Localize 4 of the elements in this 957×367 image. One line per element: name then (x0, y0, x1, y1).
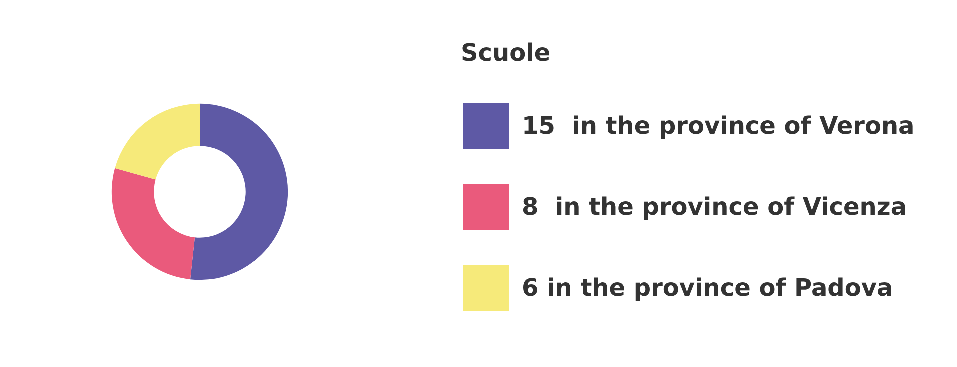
legend-label: 8 in the province of Vicenza (522, 193, 908, 221)
legend-label: 15 in the province of Verona (522, 112, 915, 140)
legend-label: 6 in the province of Padova (522, 274, 894, 302)
legend-title: Scuole (461, 39, 551, 67)
